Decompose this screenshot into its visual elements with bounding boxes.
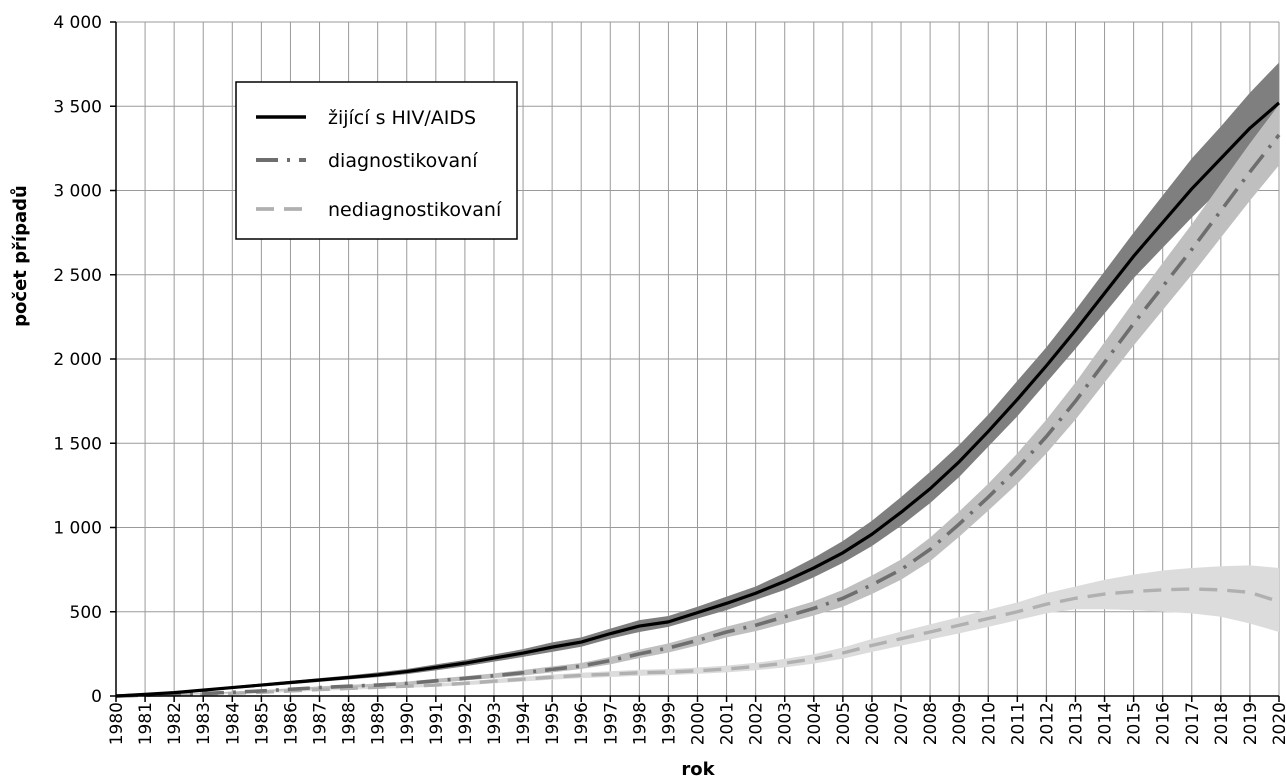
- x-tick-label: 1992: [456, 702, 476, 745]
- x-tick-label: 2011: [1008, 702, 1028, 745]
- x-tick-label: 2020: [1270, 702, 1286, 745]
- x-tick-label: 1983: [194, 702, 214, 745]
- x-tick-label: 2004: [805, 702, 825, 745]
- series-line-1: [115, 101, 1281, 698]
- series-lines: [115, 101, 1281, 698]
- y-tick-label: 500: [70, 603, 102, 623]
- x-tick-label: 2006: [863, 702, 883, 745]
- x-tick-label: 1995: [543, 702, 563, 745]
- x-tick-label: 1988: [340, 702, 360, 745]
- x-tick-label: 2017: [1183, 702, 1203, 745]
- band-series-1: [116, 62, 1279, 696]
- x-tick-label: 2000: [689, 702, 709, 745]
- x-tick-label: 2012: [1037, 702, 1057, 745]
- x-tick-label: 1993: [485, 702, 505, 745]
- axes: [110, 21, 1280, 702]
- y-tick-labels: 0 500 1 000 1 500 2 000 2 500 3 000 3 500 4 000: [53, 13, 102, 707]
- x-tick-label: 2019: [1241, 702, 1261, 745]
- legend-label-1: žijící s HIV/AIDS: [328, 107, 476, 129]
- x-tick-label: 1982: [165, 702, 185, 745]
- y-tick-label: 3 500: [53, 97, 102, 117]
- y-tick-label: 2 000: [53, 350, 102, 370]
- legend-label-3: nediagnostikovaní: [328, 199, 502, 221]
- y-tick-label: 1 000: [53, 519, 102, 539]
- x-tick-label: 1981: [136, 702, 156, 745]
- x-tick-label: 2009: [950, 702, 970, 745]
- x-tick-label: 1989: [369, 702, 389, 745]
- y-axis-title: počet případů: [9, 185, 31, 327]
- y-tick-label: 2 500: [53, 266, 102, 286]
- y-tick-label: 1 500: [53, 434, 102, 454]
- legend: žijící s HIV/AIDS diagnostikovaní nediagno…: [235, 81, 518, 240]
- x-tick-label: 2007: [892, 702, 912, 745]
- x-tick-label: 2015: [1125, 702, 1145, 745]
- y-tick-label: 3 000: [53, 182, 102, 202]
- confidence-bands: [116, 62, 1279, 696]
- x-tick-label: 1986: [281, 702, 301, 745]
- x-tick-label: 2002: [747, 702, 767, 745]
- x-tick-label: 2014: [1096, 702, 1116, 745]
- x-tick-label: 1996: [572, 702, 592, 745]
- y-tick-label: 4 000: [53, 13, 102, 33]
- x-tick-label: 2008: [921, 702, 941, 745]
- x-tick-label: 1991: [427, 702, 447, 745]
- x-tick-label: 2005: [834, 702, 854, 745]
- legend-box: [235, 81, 518, 240]
- x-tick-label: 2003: [776, 702, 796, 745]
- x-tick-label: 1984: [223, 702, 243, 745]
- x-tick-label: 1985: [252, 702, 272, 745]
- x-tick-label: 2013: [1066, 702, 1086, 745]
- x-tick-label: 1987: [311, 702, 331, 745]
- x-tick-label: 2018: [1212, 702, 1232, 745]
- x-tick-label: 1994: [514, 702, 534, 745]
- x-axis-title: rok: [681, 759, 715, 780]
- y-tick-label: 0: [91, 687, 102, 707]
- band-series-3: [116, 565, 1279, 696]
- x-tick-labels: 1980 1981 1982 1983 1984 1985 1986 1987 1988 1989…: [107, 702, 1286, 745]
- x-tick-label: 2016: [1154, 702, 1174, 745]
- x-tick-label: 1997: [601, 702, 621, 745]
- x-tick-label: 1999: [659, 702, 679, 745]
- x-tick-label: 1990: [398, 702, 418, 745]
- x-tick-label: 2001: [718, 702, 738, 745]
- x-tick-label: 1998: [630, 702, 650, 745]
- x-tick-label: 1980: [107, 702, 127, 745]
- x-tick-label: 2010: [979, 702, 999, 745]
- legend-label-2: diagnostikovaní: [328, 150, 478, 172]
